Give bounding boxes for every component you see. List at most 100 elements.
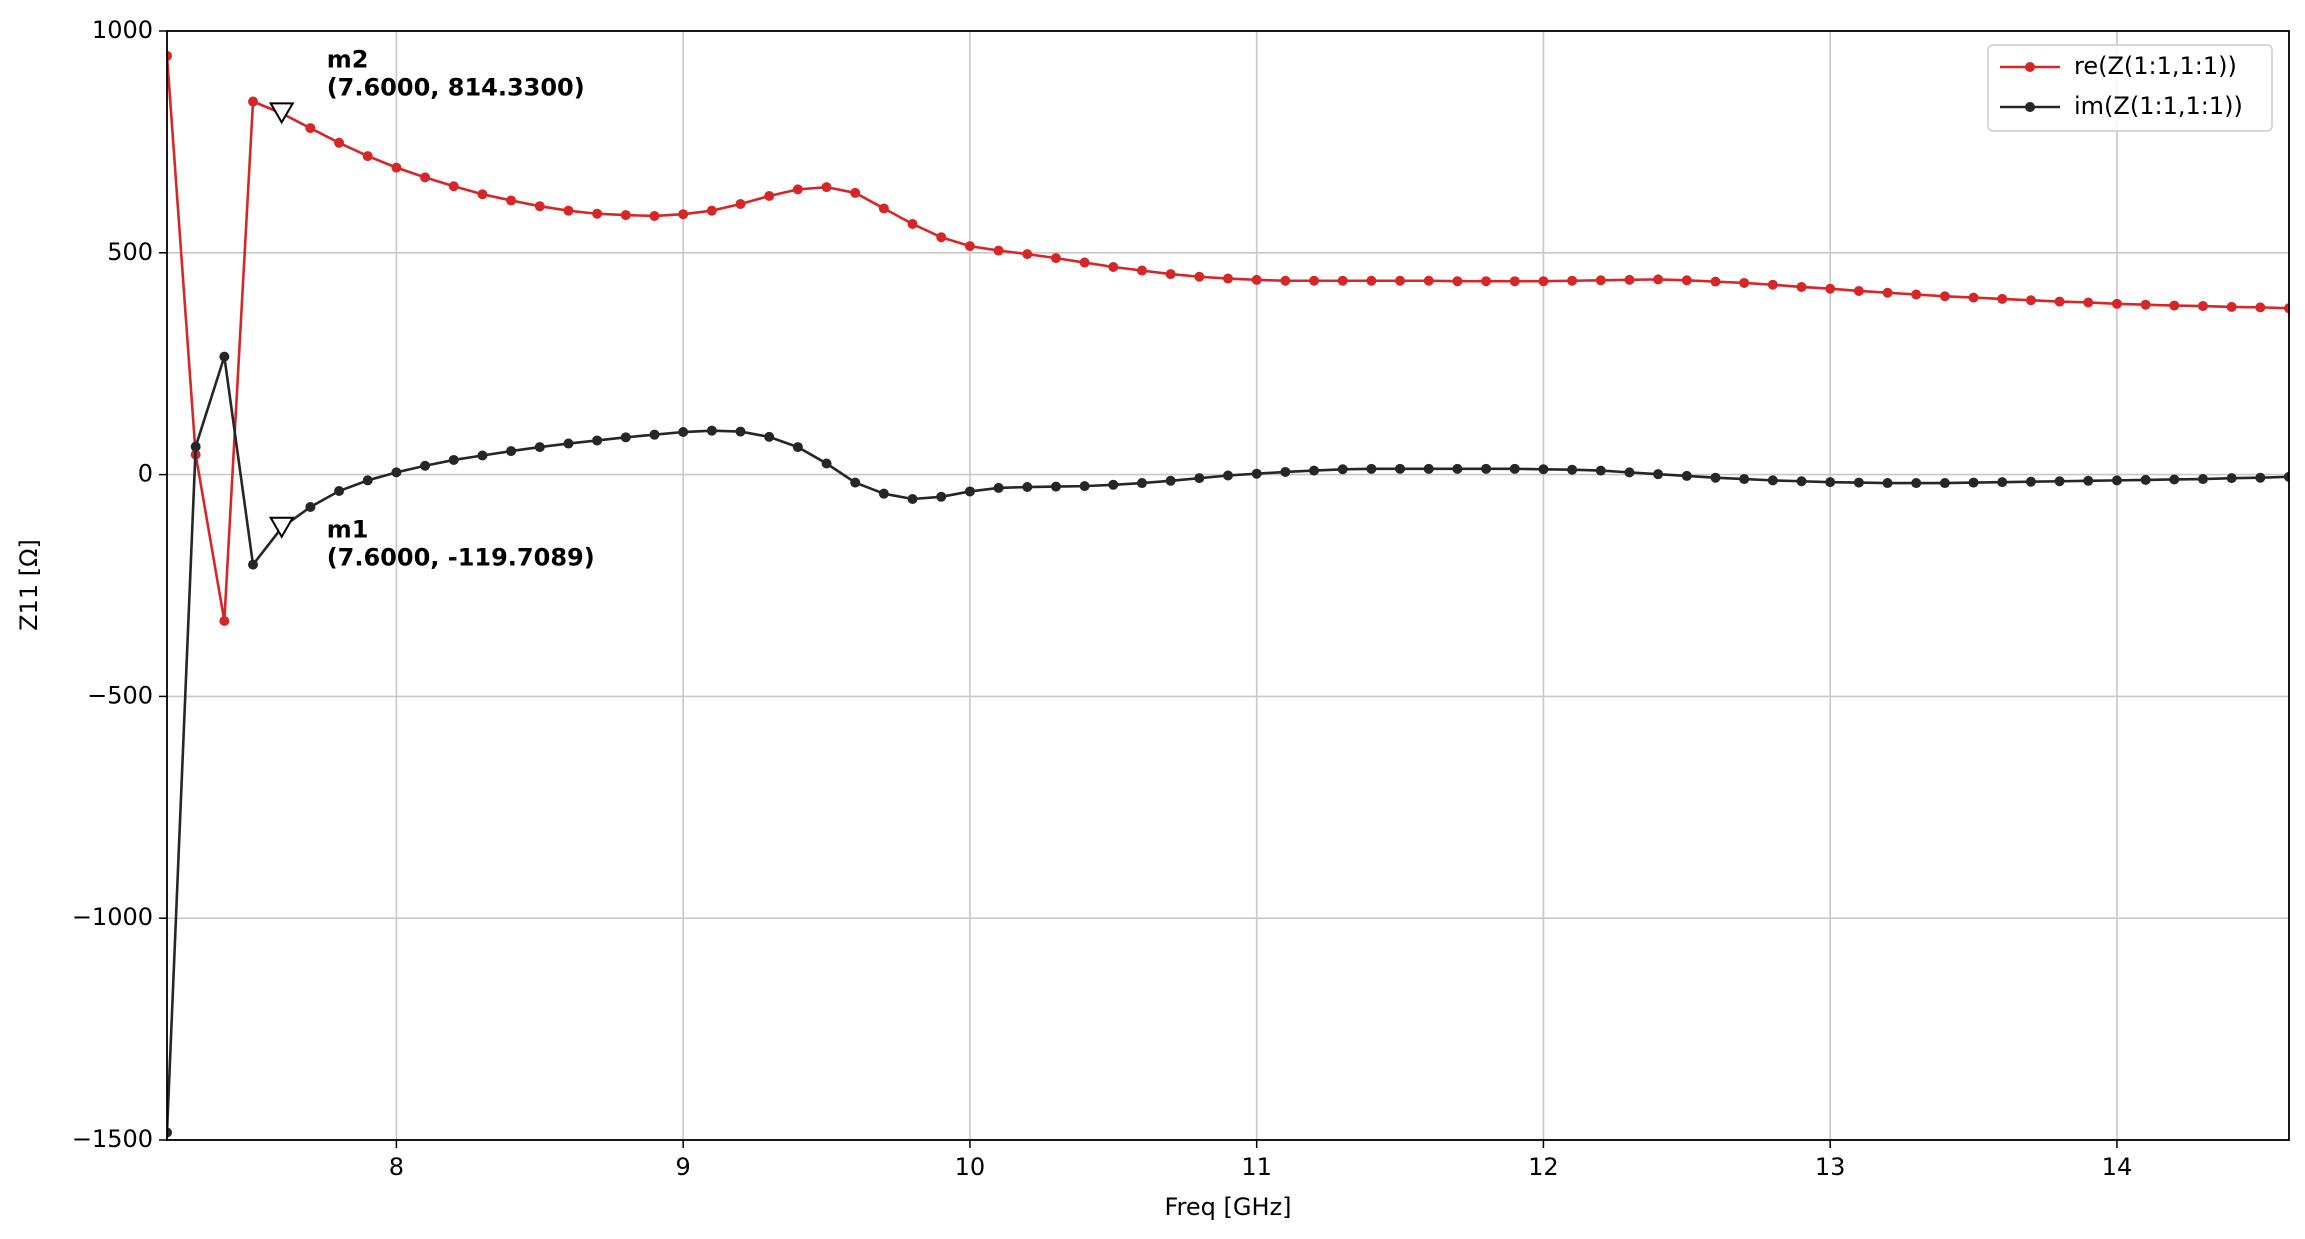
data-point	[1165, 269, 1176, 280]
x-tick-label: 11	[1241, 1153, 1272, 1181]
data-point	[1796, 476, 1807, 487]
data-point	[2054, 476, 2065, 487]
data-point	[167, 50, 172, 61]
data-point	[219, 615, 230, 626]
data-point	[964, 241, 975, 252]
data-point	[706, 205, 717, 216]
data-point	[1595, 275, 1606, 286]
data-point	[1251, 274, 1262, 285]
data-point	[1481, 276, 1492, 287]
data-point	[2255, 472, 2266, 483]
y-tick-label: 1000	[92, 16, 153, 44]
data-point	[1567, 464, 1578, 475]
data-point	[391, 162, 402, 173]
data-point	[1624, 274, 1635, 285]
data-point	[2025, 476, 2036, 487]
data-point	[219, 351, 230, 362]
data-point	[850, 187, 861, 198]
marker-triangle	[268, 102, 295, 125]
data-point	[1452, 463, 1463, 474]
data-point	[936, 232, 947, 243]
data-point	[1624, 467, 1635, 478]
data-point	[2111, 475, 2122, 486]
data-point	[792, 442, 803, 453]
data-point	[362, 475, 373, 486]
data-point	[563, 205, 574, 216]
data-point	[1796, 281, 1807, 292]
data-point	[2197, 301, 2208, 312]
data-point	[1968, 292, 1979, 303]
data-point	[2169, 474, 2180, 485]
y-tick-label: 0	[138, 460, 153, 488]
data-point	[1997, 293, 2008, 304]
data-point	[420, 460, 431, 471]
data-point	[2083, 297, 2094, 308]
x-tick-label: 14	[2102, 1153, 2133, 1181]
data-point	[678, 209, 689, 220]
data-point	[2226, 473, 2237, 484]
data-point	[2140, 299, 2151, 310]
data-point	[678, 427, 689, 438]
y-tick-label: −1500	[72, 1125, 153, 1153]
marker-triangle	[268, 516, 295, 539]
data-point	[1853, 285, 1864, 296]
data-point	[620, 432, 631, 443]
data-point	[248, 559, 259, 570]
data-point	[1767, 475, 1778, 486]
data-point	[993, 245, 1004, 256]
legend-label: re(Z(1:1,1:1))	[2074, 52, 2237, 80]
data-point	[850, 477, 861, 488]
data-point	[1136, 265, 1147, 276]
data-point	[792, 184, 803, 195]
plot-frame	[166, 30, 2290, 1141]
data-point	[334, 137, 345, 148]
data-point	[1710, 472, 1721, 483]
data-point	[2054, 296, 2065, 307]
plot-area	[167, 50, 2289, 1138]
data-point	[1423, 275, 1434, 286]
data-point	[1681, 470, 1692, 481]
data-point	[1739, 277, 1750, 288]
marker-name: m1	[327, 516, 369, 544]
data-point	[1882, 287, 1893, 298]
x-tick-label: 10	[955, 1153, 986, 1181]
data-point	[1939, 291, 1950, 302]
data-point	[1395, 275, 1406, 286]
data-point	[1681, 275, 1692, 286]
data-point	[1309, 275, 1320, 286]
y-tick-label: −500	[87, 681, 153, 709]
data-point	[1108, 261, 1119, 272]
data-point	[2140, 474, 2151, 485]
data-point	[1739, 474, 1750, 485]
x-tick-label: 13	[1815, 1153, 1846, 1181]
data-point	[1079, 481, 1090, 492]
data-point	[1223, 470, 1233, 481]
data-point	[878, 488, 889, 499]
data-point	[1337, 464, 1348, 475]
data-point	[1366, 463, 1377, 474]
y-tick-label: −1000	[72, 903, 153, 931]
data-point	[448, 181, 459, 192]
series-line	[167, 55, 2289, 622]
data-point	[1337, 275, 1348, 286]
data-point	[1165, 475, 1176, 486]
data-point	[1481, 463, 1492, 474]
data-point	[1825, 477, 1836, 488]
data-point	[649, 429, 660, 440]
data-point	[1509, 463, 1520, 474]
data-point	[190, 441, 201, 452]
data-point	[1309, 465, 1320, 476]
data-point	[764, 431, 775, 442]
marker-label: (7.6000, -119.7089)	[327, 544, 595, 572]
data-point	[1223, 273, 1233, 284]
data-point	[821, 182, 832, 193]
data-point	[2025, 295, 2036, 306]
data-point	[1050, 481, 1061, 492]
x-tick-label: 8	[389, 1153, 404, 1181]
data-point	[534, 442, 545, 453]
data-point	[649, 210, 660, 221]
data-point	[334, 486, 345, 497]
y-axis-label: Z11 [Ω]	[15, 539, 43, 631]
